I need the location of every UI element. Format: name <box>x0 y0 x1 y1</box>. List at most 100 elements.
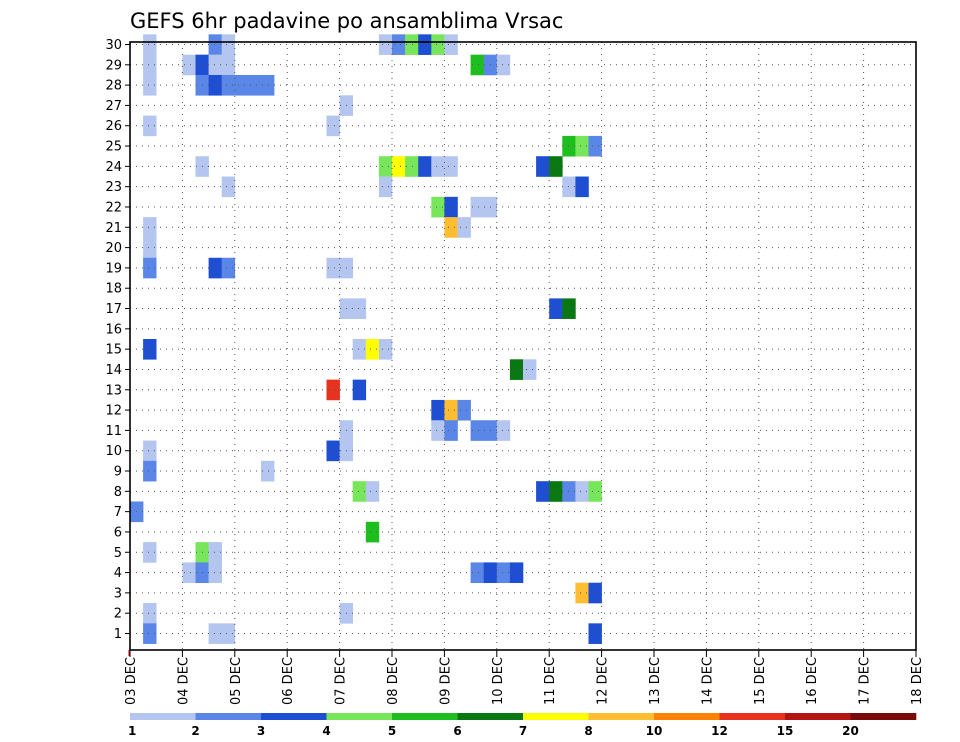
y-tick-label: 4 <box>114 566 122 581</box>
heat-cell <box>378 176 393 198</box>
x-tick-label: 14 DEC <box>700 657 715 705</box>
heat-cell <box>575 176 589 198</box>
heat-cell <box>549 481 563 502</box>
y-tick-label: 20 <box>105 241 122 256</box>
heat-cell <box>221 74 236 96</box>
gridlines <box>130 42 916 650</box>
y-tick-label: 7 <box>114 505 122 520</box>
heat-cell <box>444 217 458 238</box>
heat-cell <box>470 196 484 218</box>
x-tick-label: 06 DEC <box>281 657 296 705</box>
heat-cell <box>365 339 380 360</box>
x-tick-label: 08 DEC <box>386 657 401 705</box>
heat-cell <box>509 359 524 380</box>
legend-swatch <box>719 713 786 720</box>
heat-cell <box>549 156 563 177</box>
x-tick-label: 09 DEC <box>438 657 453 705</box>
heat-cell <box>536 481 550 502</box>
heat-cell <box>444 156 458 177</box>
y-tick-label: 6 <box>114 525 122 540</box>
legend-label: 3 <box>257 724 265 738</box>
heat-cell <box>143 237 157 259</box>
legend-swatch <box>195 713 262 720</box>
cell-layer <box>130 34 602 644</box>
heat-cell <box>326 115 340 137</box>
heat-cell <box>536 156 550 177</box>
heat-cell <box>221 54 236 76</box>
heat-cell <box>208 74 222 96</box>
heat-cell <box>444 34 458 55</box>
color-legend: 1 2 3 4 5 6 7 8 10 12 15 20 <box>128 713 917 738</box>
heat-cell <box>326 379 340 401</box>
heat-cell <box>208 54 222 76</box>
y-axis-ticks: 1234567891011121314151617181920212223242… <box>105 38 130 642</box>
heat-cell <box>326 257 340 279</box>
heat-cell <box>182 562 196 584</box>
y-tick-label: 1 <box>114 627 122 642</box>
x-tick-label: 07 DEC <box>334 657 349 705</box>
y-tick-label: 24 <box>105 160 122 175</box>
heat-cell <box>365 481 380 502</box>
heat-cell <box>588 582 602 604</box>
heat-cell <box>221 623 236 644</box>
y-tick-label: 3 <box>114 586 122 601</box>
legend-swatch <box>261 713 327 720</box>
heat-cell <box>326 440 340 462</box>
heat-cell <box>457 399 471 421</box>
legend-swatch <box>130 713 196 720</box>
x-tick-label: 03 DEC <box>124 657 139 705</box>
heat-cell <box>431 420 445 441</box>
heat-cell <box>444 399 458 421</box>
heat-cell <box>143 542 157 563</box>
heat-cell <box>431 399 445 421</box>
heat-cell <box>143 217 157 238</box>
heat-cell <box>378 156 393 177</box>
heat-cell <box>378 34 393 55</box>
heat-cell <box>470 420 484 441</box>
plot-frame <box>129 41 917 651</box>
heat-cell <box>405 156 419 177</box>
y-tick-label: 14 <box>105 363 122 378</box>
y-tick-label: 9 <box>114 465 122 480</box>
heat-cell <box>431 196 445 218</box>
heat-cell <box>221 176 236 198</box>
x-tick-label: 18 DEC <box>910 657 925 705</box>
heat-cell <box>208 257 222 279</box>
x-tick-label: 12 DEC <box>596 657 611 705</box>
y-tick-label: 10 <box>105 444 122 459</box>
y-tick-label: 13 <box>105 383 122 398</box>
y-tick-label: 16 <box>105 322 122 337</box>
y-tick-label: 30 <box>105 38 122 53</box>
x-tick-label: 05 DEC <box>229 657 244 705</box>
heat-cell <box>221 34 236 55</box>
y-tick-label: 22 <box>105 200 122 215</box>
legend-label: 6 <box>453 724 461 738</box>
heat-cell <box>261 74 275 96</box>
legend-label: 1 <box>128 724 136 738</box>
y-tick-label: 26 <box>105 119 122 134</box>
heat-cell <box>208 34 222 55</box>
heat-cell <box>431 156 445 177</box>
heat-cell <box>143 257 157 279</box>
legend-swatch <box>588 713 655 720</box>
y-tick-label: 11 <box>105 424 122 439</box>
heat-cell <box>470 54 484 76</box>
heat-cell <box>575 135 589 157</box>
legend-swatch <box>457 713 524 720</box>
y-tick-label: 18 <box>105 282 122 297</box>
legend-label: 20 <box>842 724 859 738</box>
legend-label: 15 <box>777 724 794 738</box>
heat-cell <box>143 603 157 624</box>
x-tick-label: 15 DEC <box>753 657 768 705</box>
legend-swatch <box>785 713 851 720</box>
y-tick-label: 5 <box>114 546 122 561</box>
heat-cell <box>405 34 419 55</box>
legend-label: 7 <box>519 724 527 738</box>
heat-cell <box>575 582 589 604</box>
heat-cell <box>208 623 222 644</box>
heat-cell <box>496 562 511 584</box>
heat-cell <box>509 562 524 584</box>
heat-cell <box>523 359 537 380</box>
y-tick-label: 12 <box>105 404 122 419</box>
